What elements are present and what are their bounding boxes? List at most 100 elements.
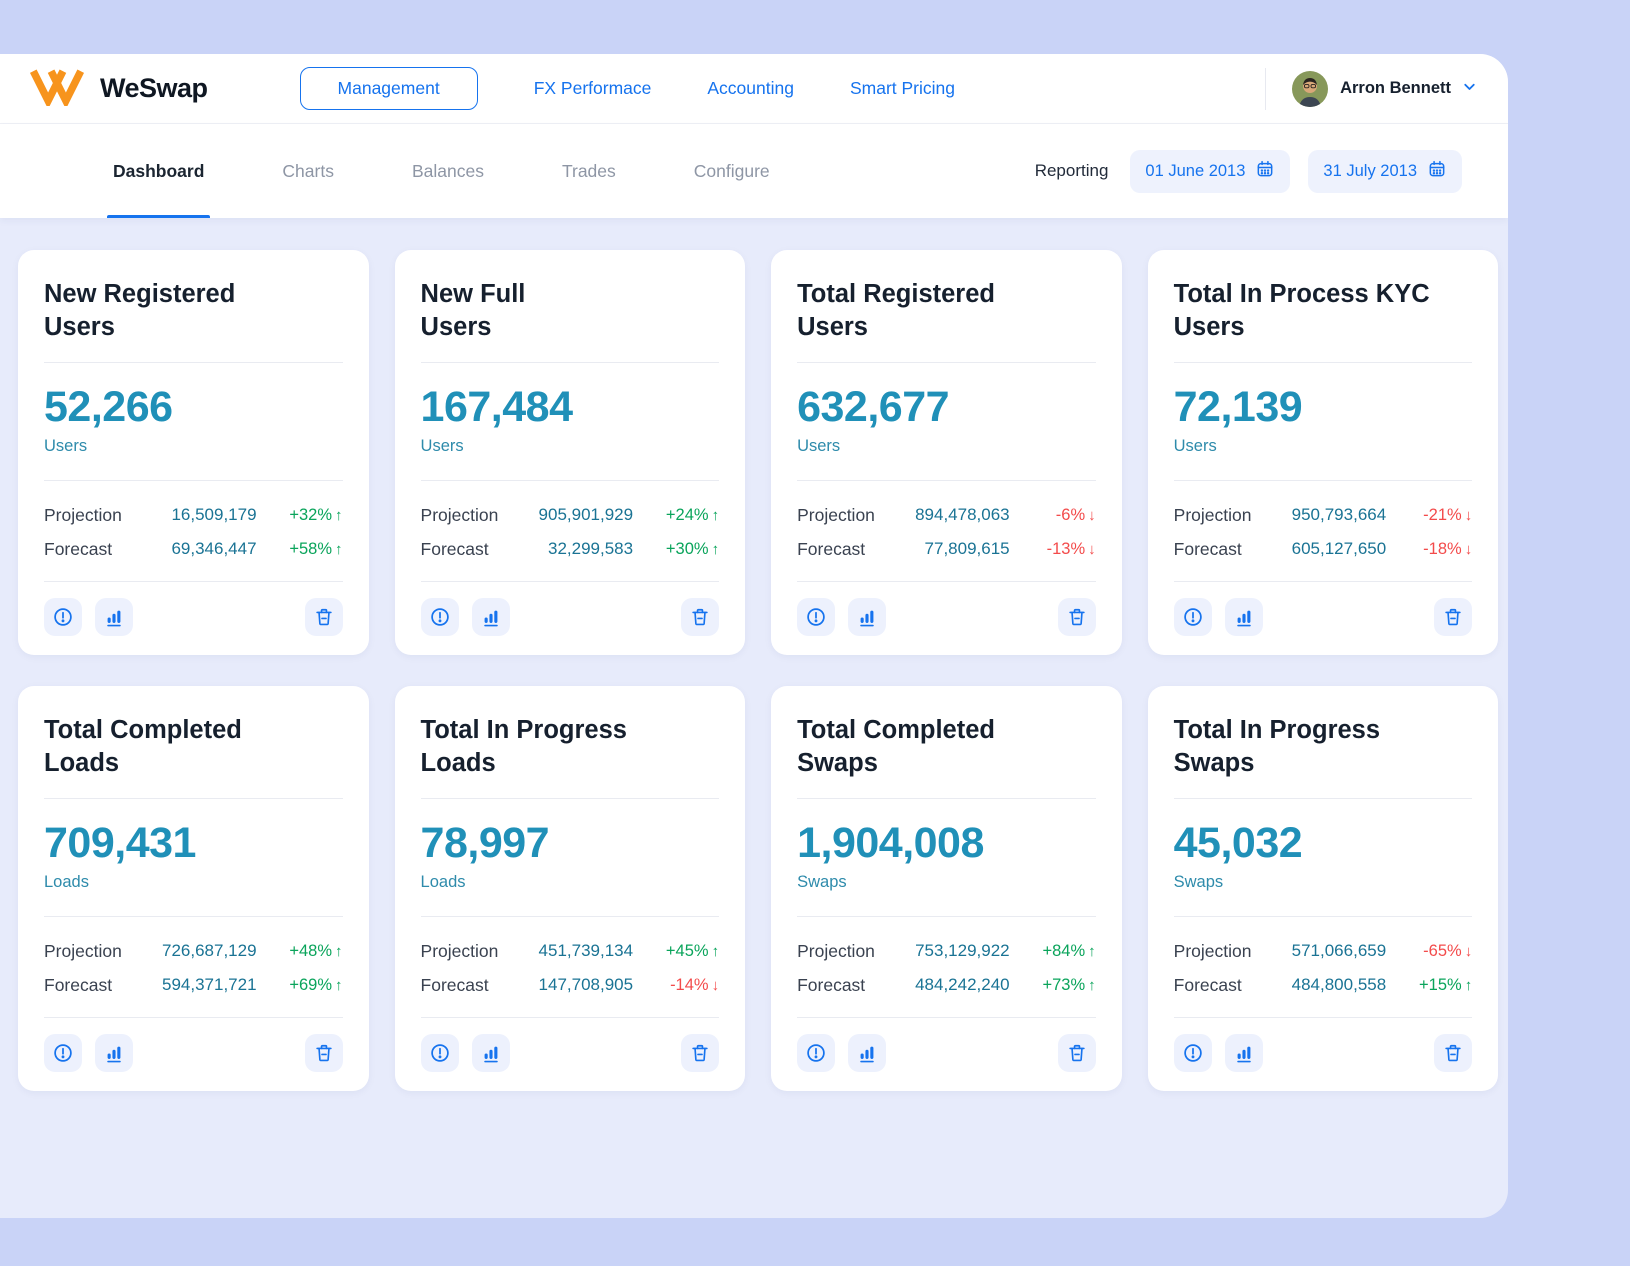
- projection-label: Projection: [797, 504, 875, 525]
- dashboard-content: New Registered Users 52,266 Users Projec…: [0, 218, 1508, 1091]
- card-value-section: 78,997 Loads: [420, 798, 720, 892]
- card-title: Total Completed Loads: [44, 716, 242, 778]
- tab-configure[interactable]: Configure: [693, 160, 770, 181]
- metric-unit: Swaps: [1173, 873, 1224, 892]
- delete-button[interactable]: [1057, 598, 1096, 637]
- delta-arrow: ↓: [711, 976, 720, 994]
- chart-button[interactable]: [95, 598, 133, 637]
- alert-icon: [429, 606, 451, 628]
- chart-button[interactable]: [848, 598, 887, 637]
- forecast-row: Forecast 594,371,721 +69% ↑: [44, 968, 343, 1002]
- weswap-logo-icon: [28, 66, 86, 111]
- alert-button[interactable]: [420, 598, 459, 637]
- forecast-row: Forecast 77,809,615 -13% ↓: [797, 532, 1096, 566]
- projection-delta: +48% ↑: [289, 941, 343, 960]
- calendar-icon: [1255, 159, 1275, 184]
- chart-button[interactable]: [471, 1034, 510, 1073]
- delete-button[interactable]: [1434, 1034, 1473, 1073]
- trash-icon: [1442, 606, 1464, 628]
- alert-button[interactable]: [44, 1034, 82, 1073]
- delete-button[interactable]: [1057, 1034, 1096, 1073]
- alert-icon: [805, 1042, 827, 1064]
- alert-icon: [52, 1042, 74, 1064]
- delete-button[interactable]: [1434, 598, 1473, 637]
- forecast-label: Forecast: [797, 538, 866, 559]
- tab-charts[interactable]: Charts: [282, 160, 334, 181]
- alert-button[interactable]: [1173, 1034, 1212, 1073]
- header-divider: [1265, 67, 1267, 110]
- nav-item-management[interactable]: Management: [299, 67, 478, 110]
- weswap-logo[interactable]: WeSwap: [28, 66, 208, 111]
- metric-unit: Users: [420, 437, 464, 456]
- tab-dashboard[interactable]: Dashboard: [106, 124, 211, 218]
- card-stats-section: Projection 451,739,134 +45% ↑ Forecast 14…: [420, 916, 720, 1002]
- forecast-row: Forecast 69,346,447 +58% ↑: [44, 532, 343, 566]
- app-window: WeSwap Management FX Performace Accounti…: [0, 54, 1508, 1218]
- projection-label: Projection: [44, 504, 122, 525]
- card-actions: [420, 581, 720, 637]
- date-from-button[interactable]: 01 June 2013: [1130, 149, 1291, 193]
- delete-button[interactable]: [304, 598, 343, 637]
- tab-trades[interactable]: Trades: [561, 160, 616, 181]
- user-menu[interactable]: Arron Bennett: [1265, 67, 1478, 110]
- chart-button[interactable]: [471, 598, 510, 637]
- metric-unit: Loads: [44, 873, 89, 892]
- card-title: Total In Process KYC Users: [1173, 280, 1430, 342]
- forecast-row: Forecast 484,800,558 +15% ↑: [1174, 968, 1473, 1002]
- delete-button[interactable]: [304, 1034, 343, 1073]
- metric-value: 45,032: [1173, 819, 1303, 868]
- delta-arrow: ↑: [335, 506, 343, 524]
- nav-item-fx-performace[interactable]: FX Performace: [533, 78, 652, 98]
- alert-icon: [52, 606, 74, 628]
- alert-button[interactable]: [797, 1034, 836, 1073]
- chart-button[interactable]: [1224, 598, 1263, 637]
- chart-button[interactable]: [95, 1034, 133, 1073]
- projection-delta: +45% ↑: [665, 941, 720, 960]
- metric-unit: Users: [797, 437, 841, 456]
- forecast-delta: -18% ↓: [1423, 539, 1473, 558]
- card-value-section: 632,677 Users: [797, 362, 1096, 456]
- delete-button[interactable]: [681, 1034, 720, 1073]
- chart-button[interactable]: [1224, 1034, 1263, 1073]
- projection-label: Projection: [797, 940, 875, 961]
- forecast-delta: +73% ↑: [1042, 975, 1096, 994]
- nav-item-accounting[interactable]: Accounting: [707, 78, 794, 98]
- card-stats-section: Projection 905,901,929 +24% ↑ Forecast 32…: [420, 480, 720, 566]
- forecast-row: Forecast 147,708,905 -14% ↓: [421, 968, 720, 1002]
- date-to-value: 31 July 2013: [1323, 161, 1417, 180]
- date-to-button[interactable]: 31 July 2013: [1308, 149, 1462, 193]
- bar-chart-icon: [480, 606, 502, 628]
- chart-button[interactable]: [848, 1034, 887, 1073]
- trash-icon: [689, 606, 711, 628]
- alert-button[interactable]: [797, 598, 836, 637]
- projection-row: Projection 753,129,922 +84% ↑: [797, 934, 1096, 968]
- alert-button[interactable]: [1173, 598, 1212, 637]
- card-value-section: 45,032 Swaps: [1173, 798, 1473, 892]
- forecast-label: Forecast: [1173, 538, 1242, 559]
- cards-grid: New Registered Users 52,266 Users Projec…: [18, 250, 1499, 1091]
- projection-row: Projection 726,687,129 +48% ↑: [44, 934, 343, 968]
- metric-card: Total In Progress Swaps 45,032 Swaps Pro…: [1147, 686, 1499, 1091]
- alert-button[interactable]: [420, 1034, 459, 1073]
- card-value-section: 52,266 Users: [44, 362, 343, 456]
- forecast-value: 605,127,650: [1291, 539, 1387, 559]
- delta-arrow: ↑: [711, 506, 720, 524]
- avatar: [1292, 70, 1329, 107]
- alert-button[interactable]: [44, 598, 82, 637]
- card-stats-section: Projection 16,509,179 +32% ↑ Forecast 69,…: [44, 480, 343, 566]
- delta-arrow: ↓: [1464, 506, 1473, 524]
- forecast-delta: +58% ↑: [289, 539, 343, 558]
- forecast-row: Forecast 605,127,650 -18% ↓: [1174, 532, 1473, 566]
- main-nav: Management FX Performace Accounting Smar…: [299, 67, 955, 110]
- bar-chart-icon: [1233, 606, 1255, 628]
- brand-name: WeSwap: [100, 73, 208, 103]
- tab-balances[interactable]: Balances: [411, 160, 484, 181]
- projection-value: 16,509,179: [171, 505, 257, 525]
- card-title: Total Registered Users: [797, 280, 995, 342]
- card-title: Total Completed Swaps: [797, 716, 995, 778]
- date-from-value: 01 June 2013: [1145, 161, 1246, 180]
- trash-icon: [1442, 1042, 1464, 1064]
- delete-button[interactable]: [681, 598, 720, 637]
- reporting-controls: Reporting 01 June 2013 31 July 2013: [1035, 149, 1462, 193]
- nav-item-smart-pricing[interactable]: Smart Pricing: [849, 78, 955, 98]
